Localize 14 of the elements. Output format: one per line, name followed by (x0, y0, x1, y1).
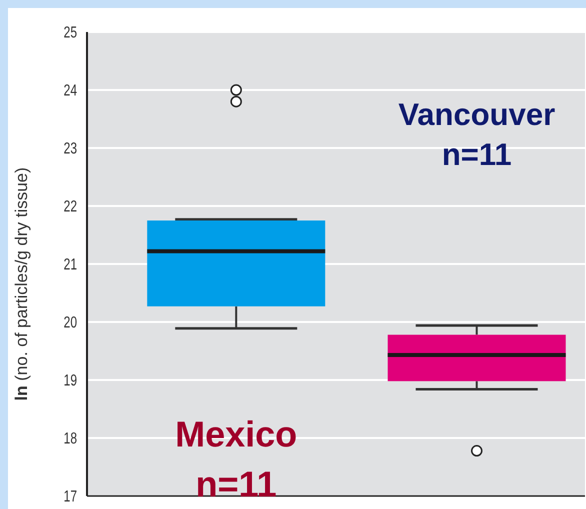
y-tick-label: 17 (64, 486, 78, 505)
y-tick-label: 20 (64, 312, 78, 331)
y-tick-label: 22 (64, 196, 78, 215)
y-tick-label: 24 (64, 80, 78, 99)
y-tick-label: 19 (64, 370, 78, 389)
annotation: n=11 (442, 136, 512, 172)
y-tick-label: 23 (64, 138, 78, 157)
y-tick-label: 25 (64, 22, 78, 41)
x-tick-label: Vancouver (398, 96, 556, 132)
y-tick-label: 21 (64, 254, 78, 273)
annotation: n=11 (196, 464, 277, 505)
y-tick-label: 18 (64, 428, 78, 447)
x-tick-label: Mexico (175, 414, 298, 455)
y-axis-title: ln (no. of particles/g dry tissue) (12, 167, 31, 401)
